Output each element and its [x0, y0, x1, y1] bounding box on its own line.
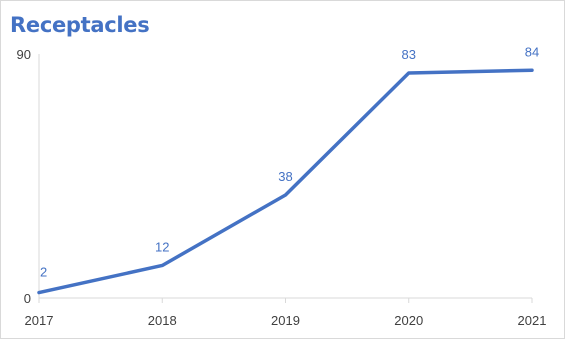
y-tick-label: 0	[24, 291, 31, 306]
data-label: 83	[402, 47, 416, 62]
x-tick-label: 2017	[25, 313, 54, 328]
series-group	[37, 68, 534, 295]
data-label: 12	[155, 239, 169, 254]
data-label: 84	[525, 44, 539, 59]
tick-labels: 2017 2018 2019 2020 2021 0 90	[17, 47, 547, 328]
chart-title: Receptacles	[10, 13, 150, 37]
data-labels: 2 12 38 83 84	[40, 44, 539, 279]
x-tick-label: 2019	[271, 313, 300, 328]
data-label: 2	[40, 265, 47, 280]
series-line	[37, 68, 534, 295]
x-tick-label: 2018	[148, 313, 177, 328]
axes	[38, 54, 533, 303]
x-tick-label: 2020	[394, 313, 423, 328]
data-label: 38	[278, 169, 292, 184]
y-tick-label: 90	[17, 47, 31, 62]
x-tick-label: 2021	[518, 313, 547, 328]
